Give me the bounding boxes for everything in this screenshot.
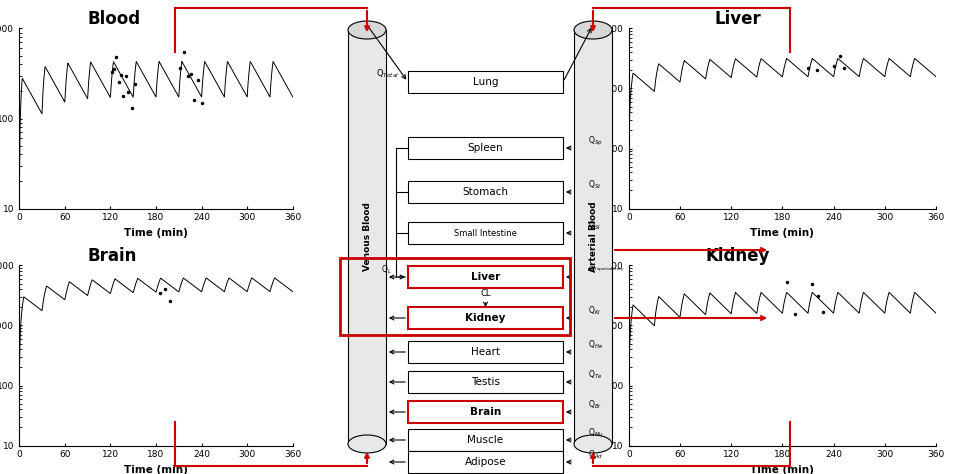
X-axis label: Time (min): Time (min) (124, 465, 188, 474)
X-axis label: Time (min): Time (min) (751, 228, 814, 238)
Text: Blood: Blood (87, 10, 141, 28)
Text: Muscle: Muscle (468, 435, 504, 445)
Text: Stomach: Stomach (463, 187, 509, 197)
Text: Liver: Liver (470, 272, 500, 282)
Text: CL: CL (480, 290, 491, 299)
Text: Q$_{Ki}$: Q$_{Ki}$ (588, 305, 601, 317)
Bar (408, 71, 563, 93)
Ellipse shape (348, 21, 386, 39)
Bar (408, 222, 563, 244)
Text: Q$_{Sp}$: Q$_{Sp}$ (588, 135, 603, 147)
Text: Testis: Testis (471, 377, 500, 387)
Bar (408, 341, 563, 363)
Ellipse shape (574, 21, 612, 39)
Text: Spleen: Spleen (468, 143, 503, 153)
Text: Kidney: Kidney (706, 247, 770, 265)
Text: Brain: Brain (469, 407, 501, 417)
Bar (348, 30, 386, 444)
Text: Heart: Heart (471, 347, 500, 357)
Text: Small Intestine: Small Intestine (454, 228, 516, 237)
Ellipse shape (348, 435, 386, 453)
Bar (340, 258, 570, 335)
Y-axis label: Concentration (ng/ml or ng/g): Concentration (ng/ml or ng/g) (581, 298, 589, 413)
Text: Q$_{Te}$: Q$_{Te}$ (588, 369, 603, 381)
Text: Q$_{SI}$: Q$_{SI}$ (588, 220, 601, 232)
Bar (408, 307, 563, 329)
Bar (408, 429, 563, 451)
Text: Brain: Brain (87, 247, 137, 265)
X-axis label: Time (min): Time (min) (124, 228, 188, 238)
Text: Kidney: Kidney (466, 313, 506, 323)
Bar (408, 451, 563, 473)
Y-axis label: Concentration (ng/ml or ng/g): Concentration (ng/ml or ng/g) (581, 61, 589, 176)
Text: Q$_{L}$: Q$_{L}$ (380, 264, 392, 276)
Text: Q$_{Total}$: Q$_{Total}$ (376, 68, 399, 80)
Text: Q$_{Hepatic Artery}$: Q$_{Hepatic Artery}$ (588, 265, 625, 275)
Text: Q$_{Ad}$: Q$_{Ad}$ (588, 449, 603, 461)
Bar (408, 401, 563, 423)
Text: Liver: Liver (715, 10, 761, 28)
Ellipse shape (574, 435, 612, 453)
Text: Q$_{Br}$: Q$_{Br}$ (588, 399, 602, 411)
Text: Q$_{He}$: Q$_{He}$ (588, 339, 603, 351)
Text: Lung: Lung (472, 77, 498, 87)
Text: Q$_{Mu}$: Q$_{Mu}$ (588, 427, 604, 439)
Bar (408, 371, 563, 393)
Bar (574, 30, 612, 444)
Text: Adipose: Adipose (465, 457, 506, 467)
Text: Arterial Blood: Arterial Blood (588, 202, 597, 272)
Bar (408, 181, 563, 203)
Bar (408, 266, 563, 288)
Text: Venous Blood: Venous Blood (363, 202, 372, 272)
Bar (408, 137, 563, 159)
X-axis label: Time (min): Time (min) (751, 465, 814, 474)
Text: Q$_{St}$: Q$_{St}$ (588, 179, 602, 191)
